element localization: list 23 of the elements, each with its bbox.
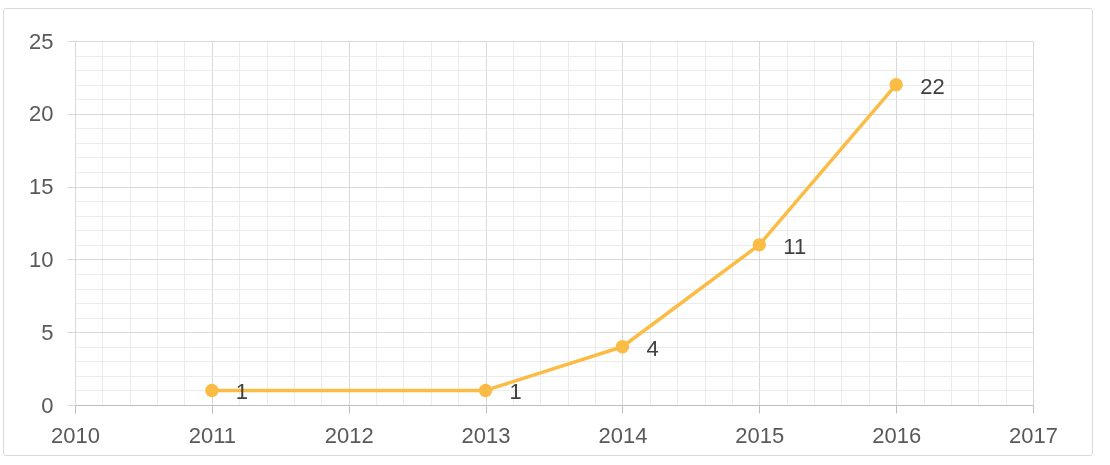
y-tick-label: 10: [29, 246, 54, 272]
x-tick-label: 2014: [598, 422, 648, 448]
point: [205, 383, 219, 398]
x-tick-label: 2016: [872, 422, 922, 448]
data-label: 4: [646, 335, 659, 361]
x-tick-label: 2017: [1009, 422, 1058, 448]
y-tick-label: 5: [41, 319, 54, 345]
point: [752, 238, 766, 252]
point: [478, 383, 493, 398]
data-label: 22: [920, 73, 945, 99]
y-tick-label: 25: [29, 28, 54, 54]
x-tick-label: 2013: [461, 422, 511, 448]
point: [889, 77, 903, 92]
y-tick-label: 20: [29, 101, 54, 127]
x-tick-label: 2012: [324, 422, 374, 448]
y-tick-label: 15: [29, 174, 54, 200]
x-tick-label: 2011: [188, 422, 237, 448]
data-label: 11: [783, 233, 807, 259]
data-label: 1: [509, 379, 522, 405]
x-tick-label: 2015: [735, 422, 785, 448]
x-tick-label: 2010: [51, 422, 100, 448]
point: [615, 340, 630, 354]
y-tick-label: 0: [41, 392, 54, 418]
